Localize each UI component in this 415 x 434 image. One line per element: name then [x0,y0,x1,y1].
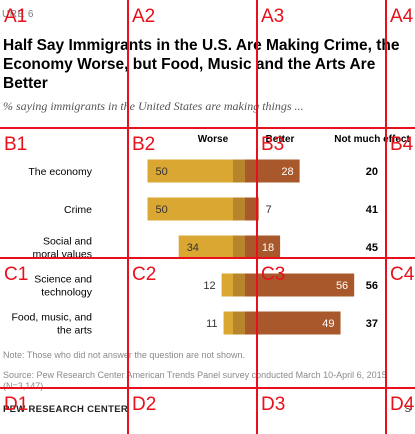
bar-better [245,235,281,259]
grid-cell-label: D3 [261,394,286,415]
bar-worse-inner [233,235,245,259]
grid-cell-label: D2 [132,394,157,415]
category-label: The economy [28,166,92,178]
grid-line-horizontal [0,387,415,389]
column-header-worse: Worse [198,134,229,145]
grid-cell-label: D1 [4,394,29,415]
data-label-not-much-effect: 45 [366,242,378,254]
category-label: technology [41,287,93,299]
brand-right-fragment: S [404,404,411,415]
category-label: Science and [34,274,92,286]
data-label-worse: 11 [206,318,217,330]
data-label-better: 7 [266,204,272,216]
column-header-not-much-effect: Not much effect [334,134,410,145]
grid-cell-label: B1 [4,134,28,155]
bar-worse-inner [233,273,245,297]
category-label: the arts [57,325,92,337]
bar-better [245,311,341,335]
bar-worse [178,235,245,259]
bar-better [245,273,355,297]
chart-title: Half Say Immigrants in the U.S. Are Maki… [3,37,400,92]
grid-cell-label: C4 [390,264,415,285]
bar-better [245,159,300,183]
bar-worse-inner [233,159,245,183]
grid-line-horizontal [0,257,415,259]
column-header-better: Better [266,134,295,145]
category-label: Crime [64,204,92,216]
chart-source: Source: Pew Research Center American Tre… [3,370,387,391]
grid-cell-label: A3 [261,6,285,27]
grid-line-vertical [256,0,258,434]
grid-cell-label: C1 [4,264,29,285]
grid-cell-label: B2 [132,134,156,155]
data-label-not-much-effect: 56 [366,280,378,292]
grid-cell-label: D4 [390,394,415,415]
data-label-better: 49 [322,318,334,330]
bar-better [245,197,259,221]
chart-note: Note: Those who did not answer the quest… [3,350,245,360]
grid-cell-label: C3 [261,264,286,285]
grid-cell-label: B4 [390,134,414,155]
category-label: Food, music, and [11,312,92,324]
data-label-worse: 50 [156,166,168,178]
bar-worse-inner [233,311,245,335]
grid-line-vertical [127,0,129,434]
data-label-better: 56 [336,280,348,292]
bar-worse [147,197,245,221]
grid-cell-label: A4 [390,6,414,27]
data-label-not-much-effect: 20 [366,166,378,178]
data-label-worse: 50 [156,204,168,216]
bar-worse-inner [233,197,245,221]
category-label: Social and [43,236,92,248]
grid-cell-label: B3 [261,134,285,155]
grid-line-vertical [385,0,387,434]
grid-line-horizontal [0,127,415,129]
data-label-better: 18 [262,242,274,254]
figure-label: URE 6 [2,9,34,20]
brand-logo-text: PEW RESEARCH CENTER [3,404,128,415]
data-label-better: 28 [281,166,293,178]
bar-chart: Worse Better Not much effect The economy 50 2… [11,134,410,337]
grid-cell-label: A1 [4,6,28,27]
data-label-worse: 34 [187,242,199,254]
data-label-not-much-effect: 41 [366,204,378,216]
chart-subtitle: % saying immigrants in the United States… [3,99,304,113]
data-label-not-much-effect: 37 [366,318,378,330]
bar-worse [147,159,245,183]
grid-cell-label: C2 [132,264,157,285]
grid-cell-label: A2 [132,6,156,27]
data-label-worse: 12 [203,280,215,292]
